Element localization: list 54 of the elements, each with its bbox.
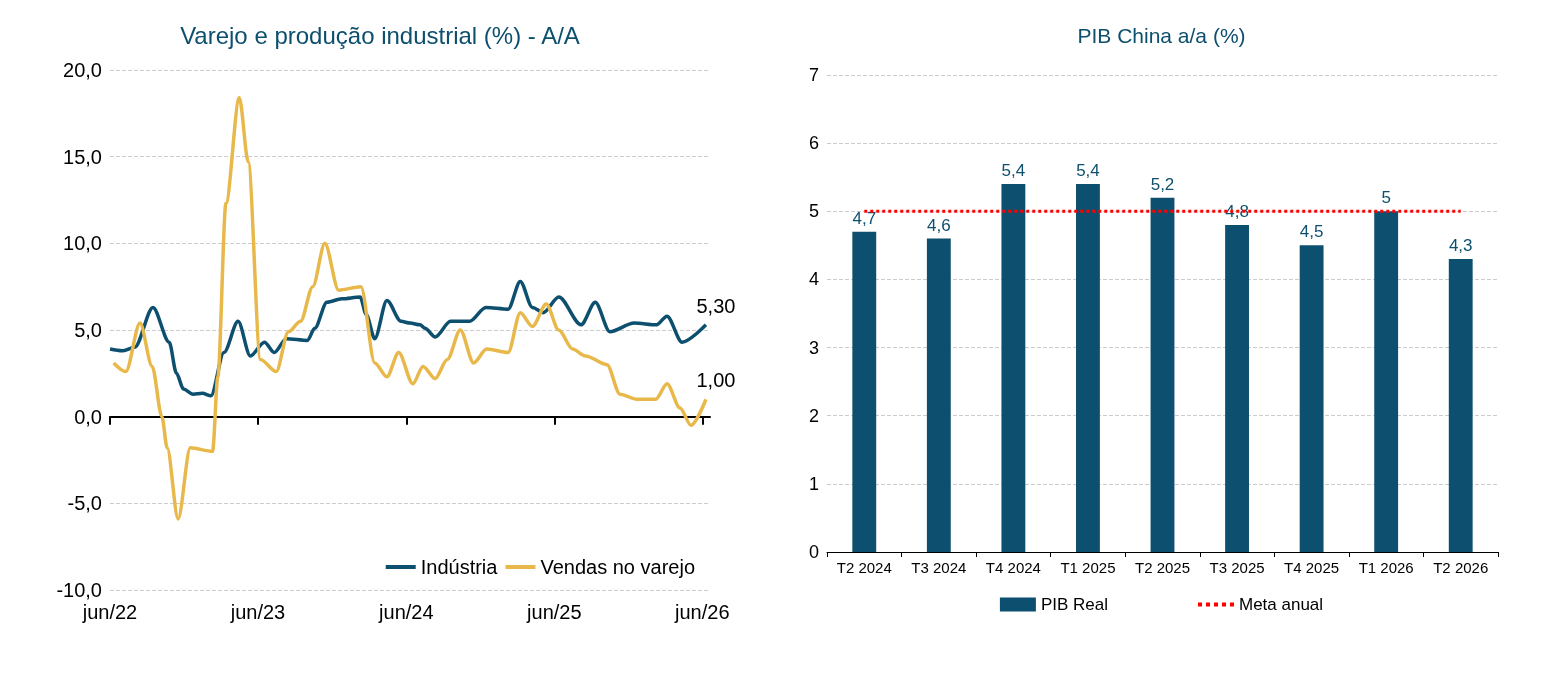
bar xyxy=(1076,184,1100,552)
x-tick-label: jun/22 xyxy=(81,601,138,623)
y-tick-label: 15,0 xyxy=(63,145,102,168)
y-tick-label: -10,0 xyxy=(56,579,102,601)
y-tick-label: 5 xyxy=(808,201,819,222)
x-tick-label: T3 2024 xyxy=(911,559,967,576)
data-label: 1,00 xyxy=(696,369,736,392)
y-tick-label: 20,0 xyxy=(63,59,102,81)
legend-label: Indústria xyxy=(420,556,499,578)
bar xyxy=(1225,224,1249,552)
y-tick-label: 6 xyxy=(808,133,819,154)
x-tick-label: jun/26 xyxy=(674,601,730,623)
x-tick-label: T2 2025 xyxy=(1134,559,1191,576)
legend-label: Meta anual xyxy=(1238,595,1324,614)
y-tick-label: 3 xyxy=(808,337,819,358)
bar xyxy=(1374,211,1399,552)
x-tick-label: T3 2025 xyxy=(1209,559,1265,576)
data-label: 5,4 xyxy=(1001,161,1026,181)
data-label: 4,3 xyxy=(1448,235,1473,255)
x-tick-label: T2 2024 xyxy=(836,559,892,576)
y-tick-label: 0,0 xyxy=(74,405,102,428)
bar xyxy=(1001,184,1026,552)
bar xyxy=(1299,245,1324,552)
y-tick-label: -5,0 xyxy=(67,492,102,515)
data-label: 5 xyxy=(1381,188,1391,208)
chart-title: PIB China a/a (%) xyxy=(1077,24,1246,47)
x-tick-label: T1 2025 xyxy=(1060,559,1116,576)
data-label: 4,5 xyxy=(1299,222,1324,242)
y-tick-label: 7 xyxy=(808,65,819,85)
legend-label: PIB Real xyxy=(1040,595,1108,614)
y-tick-label: 0 xyxy=(808,542,819,562)
y-tick-label: 5,0 xyxy=(74,319,102,341)
data-label: 5,4 xyxy=(1076,161,1100,181)
y-tick-label: 10,0 xyxy=(63,232,102,255)
x-tick-label: jun/23 xyxy=(229,601,286,623)
y-tick-label: 1 xyxy=(808,473,819,494)
x-tick-label: jun/24 xyxy=(378,601,434,623)
data-label: 4,7 xyxy=(852,208,877,228)
bar xyxy=(1150,197,1175,552)
data-label: 4,6 xyxy=(927,215,951,235)
bar xyxy=(926,238,951,552)
data-label: 5,30 xyxy=(696,294,736,317)
x-tick-label: jun/25 xyxy=(526,601,582,623)
chart-title: Varejo e produção industrial (%) - A/A xyxy=(180,21,580,49)
x-tick-label: T4 2024 xyxy=(985,559,1041,576)
legend-label: Vendas no varejo xyxy=(540,556,695,578)
y-tick-label: 4 xyxy=(808,269,819,290)
y-tick-label: 2 xyxy=(808,405,819,426)
bar xyxy=(1448,258,1473,552)
data-label: 5,2 xyxy=(1150,174,1175,194)
x-tick-label: T2 2026 xyxy=(1433,559,1489,576)
bar xyxy=(852,231,877,552)
x-tick-label: T1 2026 xyxy=(1358,559,1414,576)
x-tick-label: T4 2025 xyxy=(1284,559,1340,576)
